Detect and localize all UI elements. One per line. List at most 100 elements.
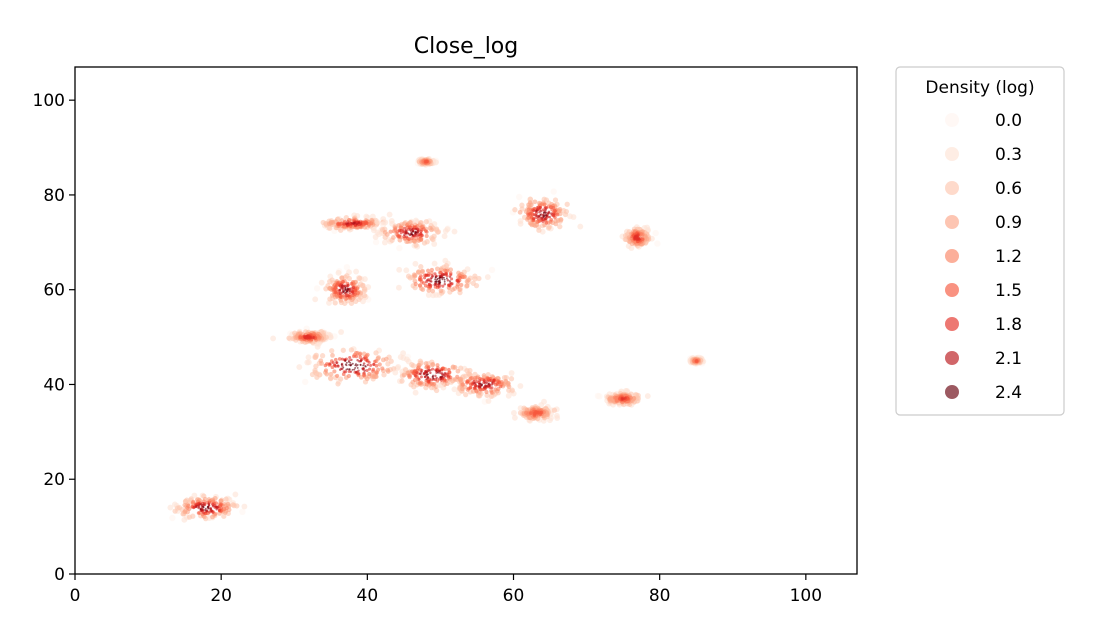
density-point [467,371,473,378]
density-point [435,363,440,368]
legend-entry: 1.5 [945,281,1022,301]
legend-title: Density (log) [925,78,1034,98]
density-point [377,362,382,367]
density-point [356,296,362,303]
density-point [359,364,362,366]
density-point [345,364,348,367]
density-point [413,374,417,378]
density-point [424,233,429,239]
density-point [223,496,229,502]
legend-entry: 2.4 [945,383,1022,403]
density-point [345,368,348,371]
density-point [640,237,645,242]
density-point [442,373,445,377]
density-point [348,347,355,353]
density-point [335,381,341,387]
density-point [411,233,414,236]
density-point [407,237,411,241]
density-point [455,284,460,289]
density-point [335,290,339,294]
density-point [553,412,560,419]
density-point [396,244,403,252]
legend-label: 2.1 [995,349,1022,369]
density-point [362,364,365,367]
density-point [327,375,334,381]
density-point [338,298,344,303]
density-point [344,359,347,362]
chart-title: Close_log [414,34,518,59]
density-point [449,281,452,285]
density-point [466,277,471,283]
density-point [403,226,407,230]
density-point [416,269,421,275]
density-point [338,329,345,335]
density-point [341,279,345,284]
density-point [204,509,207,512]
density-point [212,496,218,501]
density-point [544,214,547,217]
legend-marker [945,283,959,297]
density-point [537,214,541,218]
y-tick-label: 100 [33,91,65,111]
density-point [323,368,329,373]
legend-marker [945,317,959,331]
density-point [430,361,436,367]
density-point [415,368,420,373]
density-point [510,409,517,416]
density-point [482,379,486,383]
legend-marker [945,385,959,399]
density-point [498,384,503,389]
density-point [476,385,480,388]
legend-entry: 2.1 [945,349,1022,369]
density-point [215,508,218,511]
density-point [346,222,350,225]
x-axis: 0 20 40 60 80 100 [70,574,822,606]
density-point [349,361,352,364]
density-point [511,414,518,421]
density-point [424,239,430,245]
density-point [214,501,218,505]
density-point [532,209,536,213]
density-point [335,269,342,276]
legend-entry: 1.2 [945,247,1022,267]
density-point [534,410,538,414]
density-point [337,357,342,361]
density-point [508,370,515,376]
x-tick-label: 20 [210,586,232,606]
density-point [490,381,494,384]
density-point [362,367,365,370]
density-point [426,268,431,273]
density-point [458,376,464,382]
legend-label: 1.5 [995,281,1022,301]
density-point [225,501,231,507]
density-point [413,242,419,248]
density-point [382,219,389,226]
density-point [550,188,557,195]
density-point [414,233,418,236]
density-point [431,260,438,267]
density-point [415,371,419,375]
density-point [473,375,478,380]
density-point [344,288,347,291]
density-point [441,233,448,240]
density-point [302,334,306,338]
density-point [531,222,537,228]
density-point [435,382,442,389]
density-point [694,359,699,363]
density-point [346,275,352,282]
density-point [614,395,619,401]
density-point [392,369,399,376]
density-point [435,280,438,283]
legend: Density (log) 0.0 0.3 0.6 0.9 1.2 1.5 1.8 2.1 2.… [895,66,1065,416]
density-point [425,230,429,234]
density-point [468,385,473,390]
legend-marker [945,249,959,263]
density-point [505,392,512,399]
density-point [435,266,440,272]
legend-entry: 1.8 [945,315,1022,335]
density-point [343,264,351,271]
density-point [346,290,349,293]
density-point [399,231,403,235]
density-point [557,223,563,230]
